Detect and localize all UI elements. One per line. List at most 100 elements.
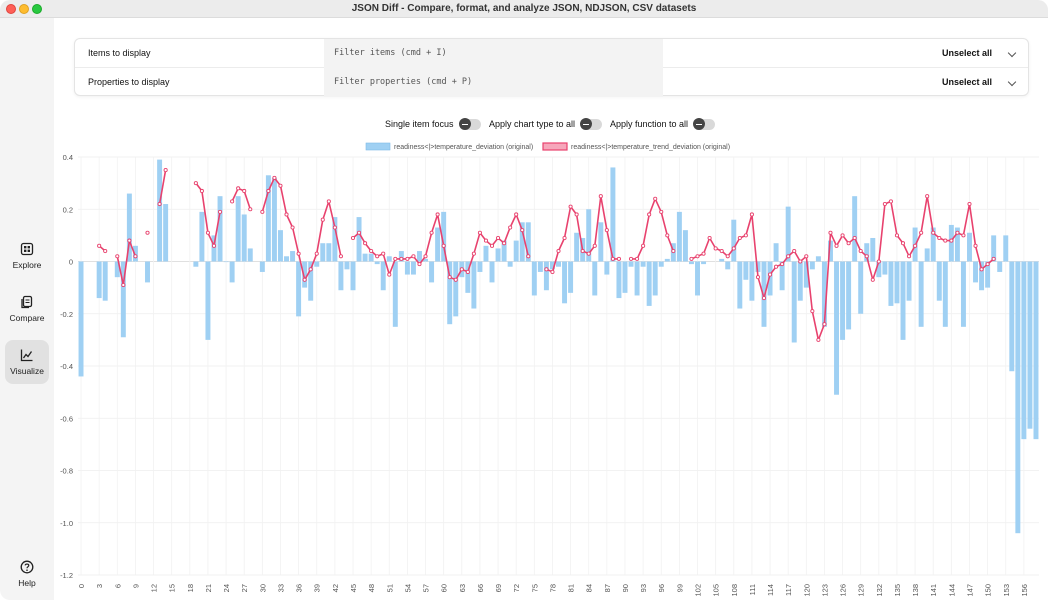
series-line[interactable] (158, 169, 167, 205)
line-point[interactable] (846, 241, 851, 246)
legend-swatch-bar[interactable] (365, 142, 391, 151)
line-point[interactable] (985, 262, 990, 267)
chevron-down-icon[interactable] (1007, 48, 1017, 58)
bar[interactable] (840, 261, 846, 340)
bar[interactable] (96, 261, 102, 299)
line-point[interactable] (417, 262, 422, 267)
bar[interactable] (979, 261, 985, 291)
line-point[interactable] (931, 230, 936, 235)
line-point[interactable] (876, 259, 881, 264)
bar[interactable] (1015, 261, 1021, 534)
line-point[interactable] (834, 243, 839, 248)
bar[interactable] (217, 196, 223, 262)
line-point[interactable] (387, 272, 392, 277)
bar[interactable] (803, 261, 809, 288)
line-point[interactable] (230, 199, 235, 204)
bar[interactable] (1033, 261, 1039, 440)
line-point[interactable] (822, 322, 827, 327)
bar[interactable] (519, 222, 525, 262)
bar[interactable] (785, 206, 791, 262)
bar[interactable] (145, 261, 150, 283)
line-point[interactable] (544, 267, 549, 272)
bar[interactable] (628, 261, 634, 267)
line-point[interactable] (882, 201, 887, 207)
bar[interactable] (997, 261, 1003, 272)
line-point[interactable] (574, 212, 579, 217)
bar[interactable] (797, 261, 803, 301)
line-point[interactable] (441, 243, 446, 248)
line-point[interactable] (961, 233, 966, 238)
line-point[interactable] (967, 201, 972, 207)
line-point[interactable] (205, 230, 210, 235)
line-point[interactable] (761, 296, 767, 301)
bar[interactable] (688, 261, 694, 265)
bar[interactable] (205, 261, 211, 340)
sidebar-item-explore[interactable]: Explore (5, 234, 49, 278)
properties-filter-input[interactable]: Filter properties (cmd + P) (324, 68, 663, 97)
bar[interactable] (568, 261, 574, 293)
line-point[interactable] (502, 241, 507, 246)
bar[interactable] (368, 253, 374, 262)
line-point[interactable] (550, 269, 555, 274)
bar[interactable] (477, 261, 483, 272)
line-point[interactable] (211, 243, 217, 248)
line-point[interactable] (508, 225, 513, 230)
bar[interactable] (954, 227, 960, 262)
line-point[interactable] (338, 254, 343, 259)
line-point[interactable] (121, 282, 126, 288)
bar[interactable] (942, 261, 948, 327)
line-point[interactable] (792, 249, 797, 254)
line-point[interactable] (900, 241, 906, 246)
bar[interactable] (846, 261, 852, 330)
line-point[interactable] (242, 188, 247, 194)
bar[interactable] (876, 261, 882, 278)
bar[interactable] (404, 261, 410, 275)
line-point[interactable] (272, 175, 277, 180)
bar[interactable] (767, 261, 773, 296)
line-point[interactable] (979, 267, 984, 272)
line-point[interactable] (913, 243, 918, 248)
bar[interactable] (495, 248, 501, 262)
bar[interactable] (960, 261, 966, 327)
bar[interactable] (507, 261, 513, 267)
bar[interactable] (592, 261, 598, 296)
line-point[interactable] (411, 254, 416, 259)
line-point[interactable] (743, 233, 748, 238)
bar[interactable] (888, 261, 894, 306)
line-point[interactable] (363, 241, 368, 246)
bar[interactable] (652, 261, 658, 296)
line-point[interactable] (810, 309, 815, 314)
bar[interactable] (132, 245, 138, 262)
line-point[interactable] (381, 251, 386, 256)
bar[interactable] (610, 167, 616, 262)
line-point[interactable] (308, 267, 313, 272)
line-point[interactable] (103, 249, 108, 254)
line-point[interactable] (556, 249, 561, 254)
bar[interactable] (870, 237, 876, 262)
bar[interactable] (277, 230, 283, 262)
bar[interactable] (894, 261, 900, 304)
bar[interactable] (157, 159, 163, 262)
line-point[interactable] (393, 256, 398, 261)
line-point[interactable] (647, 212, 652, 217)
bar[interactable] (646, 261, 652, 306)
line-point[interactable] (955, 230, 960, 235)
bar[interactable] (501, 240, 507, 262)
line-point[interactable] (592, 243, 597, 248)
bar[interactable] (410, 261, 416, 275)
line-point[interactable] (375, 254, 380, 259)
bar[interactable] (350, 261, 356, 291)
line-point[interactable] (774, 264, 779, 269)
line-point[interactable] (695, 254, 700, 259)
bar[interactable] (737, 261, 743, 309)
bar[interactable] (211, 235, 217, 262)
line-point[interactable] (350, 235, 356, 241)
line-point[interactable] (628, 256, 634, 261)
bar[interactable] (362, 253, 368, 262)
bar[interactable] (374, 261, 380, 265)
bar[interactable] (731, 219, 737, 262)
bar[interactable] (1027, 261, 1033, 429)
bar[interactable] (640, 261, 646, 267)
bar[interactable] (308, 261, 314, 301)
line-point[interactable] (719, 249, 724, 254)
